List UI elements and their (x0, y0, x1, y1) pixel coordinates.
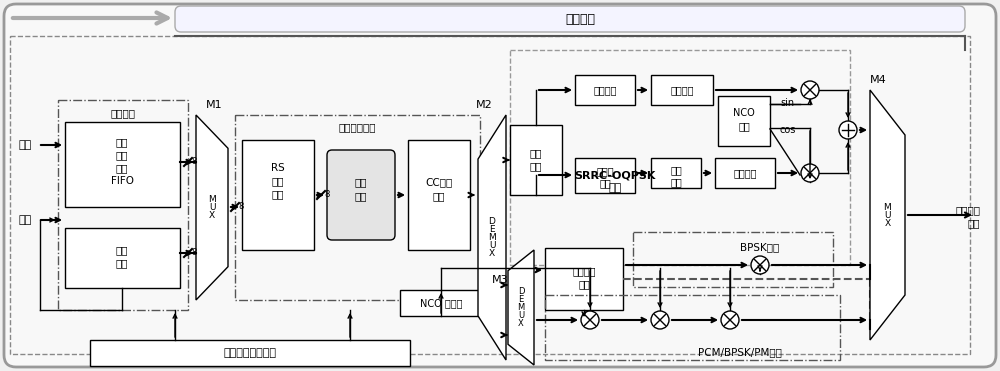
Circle shape (751, 256, 769, 274)
Circle shape (801, 81, 819, 99)
Text: 级联编码模块: 级联编码模块 (338, 122, 376, 132)
Text: 8: 8 (191, 157, 196, 166)
Bar (242, 140, 314, 250)
Text: 选择: 选择 (578, 279, 590, 289)
Text: 本地时钟配置单元: 本地时钟配置单元 (224, 348, 277, 358)
Text: PCM/BPSK/PM模块: PCM/BPSK/PM模块 (698, 347, 782, 357)
Bar (575, 75, 635, 105)
Text: 调制信号: 调制信号 (955, 205, 980, 215)
Bar (65, 228, 180, 288)
Text: X: X (209, 211, 215, 220)
Text: 数据: 数据 (116, 137, 128, 147)
Text: U: U (209, 203, 215, 212)
Text: 8: 8 (324, 190, 329, 199)
Text: M: M (208, 195, 216, 204)
Text: 8: 8 (191, 248, 196, 257)
Circle shape (581, 311, 599, 329)
Text: RS: RS (271, 163, 285, 173)
Circle shape (721, 311, 739, 329)
Bar (651, 75, 713, 105)
Text: SRRC-OQPSK: SRRC-OQPSK (574, 170, 656, 180)
Bar (90, 340, 410, 366)
Text: E: E (518, 295, 524, 304)
Bar (65, 122, 180, 207)
Text: 多级插值: 多级插值 (670, 85, 694, 95)
Text: 成型滤波: 成型滤波 (593, 85, 617, 95)
Text: 星座: 星座 (530, 148, 542, 158)
Text: NCO: NCO (733, 108, 755, 118)
Bar (510, 125, 562, 195)
Text: M: M (517, 303, 525, 312)
Bar (235, 115, 480, 300)
Text: M2: M2 (476, 100, 492, 110)
Text: 载波: 载波 (738, 121, 750, 131)
Text: 内部: 内部 (116, 245, 128, 255)
Text: 模块: 模块 (116, 163, 128, 173)
Text: sin: sin (780, 98, 794, 108)
Text: U: U (884, 210, 891, 220)
Text: M1: M1 (206, 100, 222, 110)
Text: 滤波: 滤波 (670, 177, 682, 187)
Bar (545, 295, 840, 360)
Text: M: M (488, 233, 496, 242)
Text: 加扰: 加扰 (355, 191, 367, 201)
Text: 积）: 积） (433, 191, 445, 201)
Text: U: U (518, 311, 524, 320)
Bar (58, 100, 188, 310)
Text: M4: M4 (870, 75, 886, 85)
Text: 数据: 数据 (18, 140, 31, 150)
Bar (575, 158, 635, 193)
Text: 多级插值: 多级插值 (733, 168, 757, 178)
FancyBboxPatch shape (327, 150, 395, 240)
Polygon shape (196, 115, 228, 300)
Bar (408, 140, 470, 250)
Text: X: X (489, 249, 495, 258)
Bar (718, 96, 770, 146)
Text: CC（卷: CC（卷 (425, 177, 453, 187)
Bar (510, 50, 850, 265)
Text: FIFO: FIFO (111, 176, 134, 186)
Text: E: E (489, 225, 495, 234)
Text: 交织: 交织 (272, 189, 284, 199)
Text: 调制指数: 调制指数 (572, 266, 596, 276)
Text: 映射: 映射 (530, 161, 542, 171)
Polygon shape (870, 90, 905, 340)
Text: 控制逻辑: 控制逻辑 (565, 13, 595, 26)
Text: X: X (518, 319, 524, 328)
Text: 数据: 数据 (116, 258, 128, 268)
Bar (10, 36, 970, 354)
Text: D: D (518, 287, 524, 296)
Text: 8: 8 (238, 202, 243, 211)
Text: BPSK模块: BPSK模块 (740, 242, 780, 252)
FancyBboxPatch shape (175, 6, 965, 32)
Text: 同步: 同步 (355, 177, 367, 187)
Text: M: M (884, 203, 891, 211)
Text: cos: cos (780, 125, 796, 135)
Polygon shape (508, 250, 534, 365)
Text: 模块: 模块 (608, 183, 622, 193)
Bar (715, 158, 775, 188)
Text: X: X (884, 219, 891, 227)
Text: M3: M3 (492, 275, 508, 285)
Bar (545, 248, 623, 310)
Text: 编码: 编码 (272, 176, 284, 186)
Text: 延时: 延时 (599, 178, 611, 188)
Text: 接口: 接口 (116, 150, 128, 160)
FancyBboxPatch shape (4, 4, 996, 367)
Bar (633, 232, 833, 287)
Text: U: U (489, 241, 495, 250)
Circle shape (651, 311, 669, 329)
Text: NCO 副载波: NCO 副载波 (420, 298, 462, 308)
Circle shape (839, 121, 857, 139)
Text: 时钟: 时钟 (18, 215, 31, 225)
Bar (651, 158, 701, 188)
Polygon shape (478, 115, 506, 360)
Text: D: D (489, 217, 495, 226)
Text: 半码元: 半码元 (596, 166, 614, 176)
Bar (400, 290, 482, 316)
Text: 接口模块: 接口模块 (111, 108, 136, 118)
Text: 输出: 输出 (968, 218, 980, 228)
Circle shape (801, 164, 819, 182)
Text: 成型: 成型 (670, 165, 682, 175)
